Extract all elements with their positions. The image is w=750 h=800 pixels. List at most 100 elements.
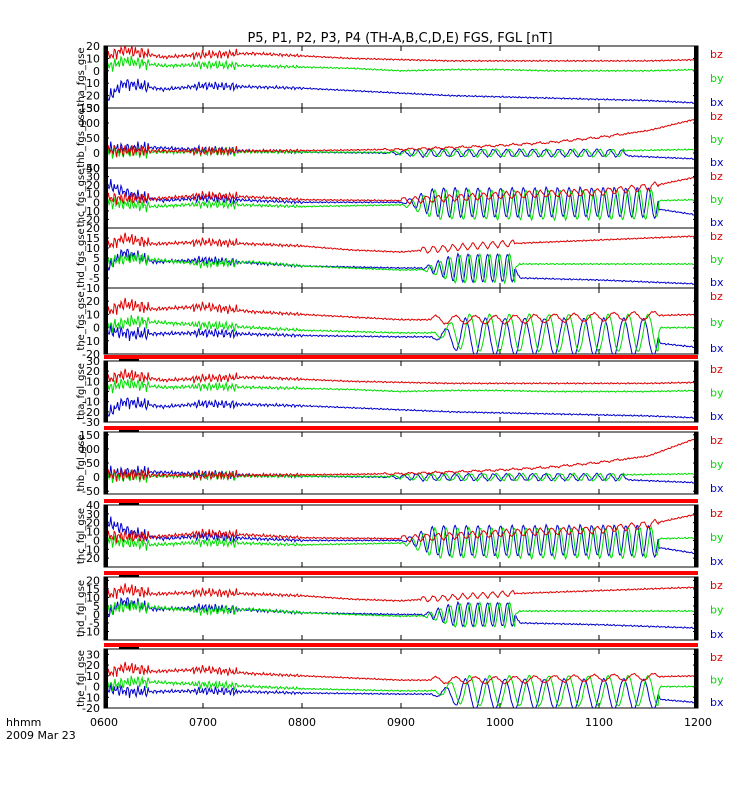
edge-marker xyxy=(104,46,108,108)
legend-by: by xyxy=(710,133,724,146)
x-tick-label: 0900 xyxy=(387,716,415,729)
edge-marker xyxy=(104,361,108,422)
legend-bx: bx xyxy=(710,696,724,709)
legend-bx: bx xyxy=(710,555,724,568)
y-tick-label: -30 xyxy=(82,416,100,429)
series-by xyxy=(104,525,698,561)
y-tick-label: 20 xyxy=(86,295,100,308)
legend-bx: bx xyxy=(710,156,724,169)
legend-bz: bz xyxy=(710,434,723,447)
y-tick-label: 150 xyxy=(79,429,100,442)
y-tick-label: 0 xyxy=(93,262,100,275)
y-axis-label: the_fgl_gse xyxy=(76,650,87,707)
edge-marker xyxy=(694,108,698,168)
y-tick-label: 30 xyxy=(86,648,100,661)
edge-marker xyxy=(104,577,108,640)
legend-by: by xyxy=(710,316,724,329)
series-by xyxy=(104,252,698,285)
panel-frame xyxy=(103,431,699,495)
legend-bx: bx xyxy=(710,276,724,289)
legend-bx: bx xyxy=(710,96,724,109)
legend-by: by xyxy=(710,72,724,85)
series-bx xyxy=(104,141,698,160)
y-axis-label: thb_fgl_gse xyxy=(76,435,87,492)
edge-marker xyxy=(694,361,698,422)
status-mark xyxy=(119,359,139,361)
edge-marker xyxy=(694,577,698,640)
status-bar xyxy=(104,426,698,430)
y-tick-label: 30 xyxy=(86,171,100,184)
y-tick-label: 150 xyxy=(79,102,100,115)
series-bx xyxy=(104,179,698,220)
edge-marker xyxy=(104,432,108,494)
legend-by: by xyxy=(710,531,724,544)
edge-marker xyxy=(694,432,698,494)
y-axis-label: thc_fgl_gse xyxy=(76,508,87,564)
legend-bx: bx xyxy=(710,410,724,423)
y-tick-label: 0 xyxy=(93,196,100,209)
series-bx xyxy=(104,316,698,354)
plot-title: P5, P1, P2, P3, P4 (TH-A,B,C,D,E) FGS, F… xyxy=(247,31,552,46)
y-tick-label: 30 xyxy=(86,508,100,521)
legend-bz: bz xyxy=(710,48,723,61)
series-by xyxy=(104,55,698,74)
y-tick-label: -50 xyxy=(82,162,100,175)
y-tick-label: 10 xyxy=(86,52,100,65)
y-tick-label: -20 xyxy=(82,406,100,419)
y-tick-label: 20 xyxy=(86,179,100,192)
y-tick-label: 20 xyxy=(86,222,100,235)
y-tick-label: 0 xyxy=(93,386,100,399)
y-tick-label: 40 xyxy=(86,499,100,512)
edge-marker xyxy=(694,228,698,288)
y-tick-label: 0 xyxy=(93,471,100,484)
y-axis-label: thd_fgs_gse xyxy=(76,228,87,287)
series-bz xyxy=(104,368,698,387)
series-bz xyxy=(104,513,698,544)
y-tick-label: 10 xyxy=(86,526,100,539)
y-tick-label: -20 xyxy=(82,213,100,226)
legend-bz: bz xyxy=(710,651,723,664)
x-tick-label: 0600 xyxy=(90,716,118,729)
series-group xyxy=(104,232,698,285)
y-tick-label: -10 xyxy=(82,282,100,295)
edge-marker xyxy=(694,168,698,228)
y-tick-label: -30 xyxy=(82,102,100,115)
x-tick-label: 0800 xyxy=(288,716,316,729)
series-bz xyxy=(104,232,698,254)
legend-by: by xyxy=(710,387,724,400)
series-group xyxy=(104,661,698,708)
y-tick-label: 0 xyxy=(93,65,100,78)
panel-frame xyxy=(103,227,699,289)
y-tick-label: 0 xyxy=(93,322,100,335)
y-axis-label: tha_fgs_gse xyxy=(76,47,87,106)
legend-bx: bx xyxy=(710,628,724,641)
y-tick-label: 20 xyxy=(86,659,100,672)
y-tick-label: 10 xyxy=(86,670,100,683)
legend-bx: bx xyxy=(710,342,724,355)
y-tick-label: -10 xyxy=(82,625,100,638)
series-group xyxy=(104,117,698,160)
edge-marker xyxy=(694,505,698,567)
status-bar xyxy=(104,499,698,503)
series-group xyxy=(104,368,698,419)
y-tick-label: -5 xyxy=(89,617,100,630)
y-tick-label: -10 xyxy=(82,691,100,704)
edge-marker xyxy=(104,288,108,354)
y-tick-label: 0 xyxy=(93,147,100,160)
series-group xyxy=(104,297,698,354)
status-mark xyxy=(119,430,139,432)
legend-by: by xyxy=(710,604,724,617)
legend-bz: bz xyxy=(710,363,723,376)
y-axis-label: thc_fgs_gse xyxy=(76,169,87,228)
time-label: hhmm xyxy=(6,716,41,729)
series-bz xyxy=(104,175,698,205)
y-tick-label: 5 xyxy=(93,252,100,265)
y-tick-label: -20 xyxy=(82,90,100,103)
